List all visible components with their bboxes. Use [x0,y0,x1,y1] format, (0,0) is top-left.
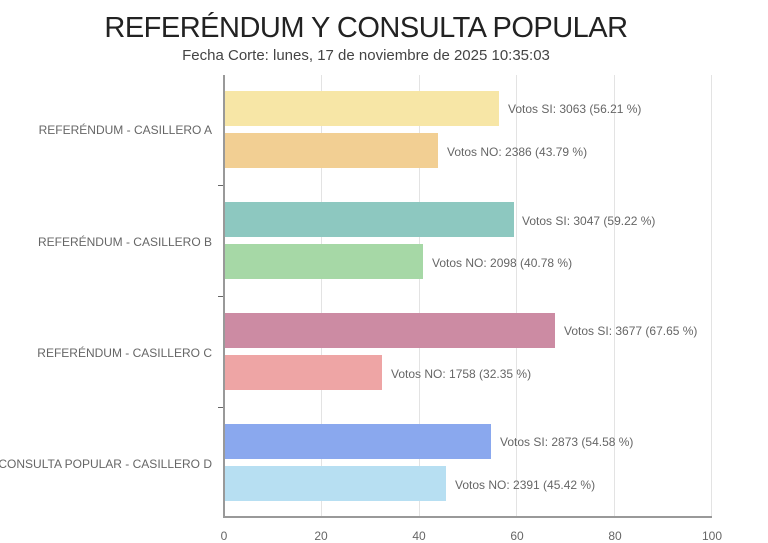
gridline-60 [516,75,518,518]
x-tick-label-20: 20 [314,529,328,543]
y-axis-tick [218,407,223,408]
gridline-20 [320,75,322,518]
x-tick-label-60: 60 [510,529,524,543]
bar-label-d-si: Votos SI: 2873 (54.58 %) [500,435,634,449]
category-label-c: REFERÉNDUM - CASILLERO C [37,346,212,360]
bar-d-no[interactable] [224,466,447,501]
x-tick-label-0: 0 [220,529,228,543]
plot-area: Votos SI: 3063 (56.21 %) Votos NO: 2386 … [218,75,712,518]
y-axis [223,75,225,518]
y-axis-tick [218,296,223,297]
x-tick-label-80: 80 [608,529,622,543]
bar-d-si[interactable] [224,424,491,459]
bar-b-no[interactable] [224,244,424,279]
bar-a-si[interactable] [224,91,499,126]
bar-label-b-no: Votos NO: 2098 (40.78 %) [432,256,573,270]
bar-label-b-si: Votos SI: 3047 (59.22 %) [522,214,656,228]
y-axis-tick [218,185,223,186]
bar-label-c-no: Votos NO: 1758 (32.35 %) [391,367,532,381]
bar-c-no[interactable] [224,355,383,390]
bar-label-a-si: Votos SI: 3063 (56.21 %) [508,102,642,116]
bar-label-c-si: Votos SI: 3677 (67.65 %) [564,324,698,338]
category-label-a: REFERÉNDUM - CASILLERO A [38,123,212,137]
x-tick-label-40: 40 [412,529,426,543]
gridline-40 [418,75,420,518]
chart-title: REFERÉNDUM Y CONSULTA POPULAR [104,12,628,44]
bar-b-si[interactable] [224,202,514,237]
bar-c-si[interactable] [224,313,555,348]
gridline-80 [614,75,616,518]
x-axis [223,516,712,518]
chart-subtitle: Fecha Corte: lunes, 17 de noviembre de 2… [182,47,550,64]
category-label-b: REFERÉNDUM - CASILLERO B [37,235,212,249]
gridline-100 [711,75,712,518]
category-label-d: CONSULTA POPULAR - CASILLERO D [0,457,212,471]
bar-label-a-no: Votos NO: 2386 (43.79 %) [447,145,588,159]
bar-label-d-no: Votos NO: 2391 (45.42 %) [455,478,596,492]
x-tick-label-100: 100 [701,529,723,543]
bar-a-no[interactable] [224,133,439,168]
